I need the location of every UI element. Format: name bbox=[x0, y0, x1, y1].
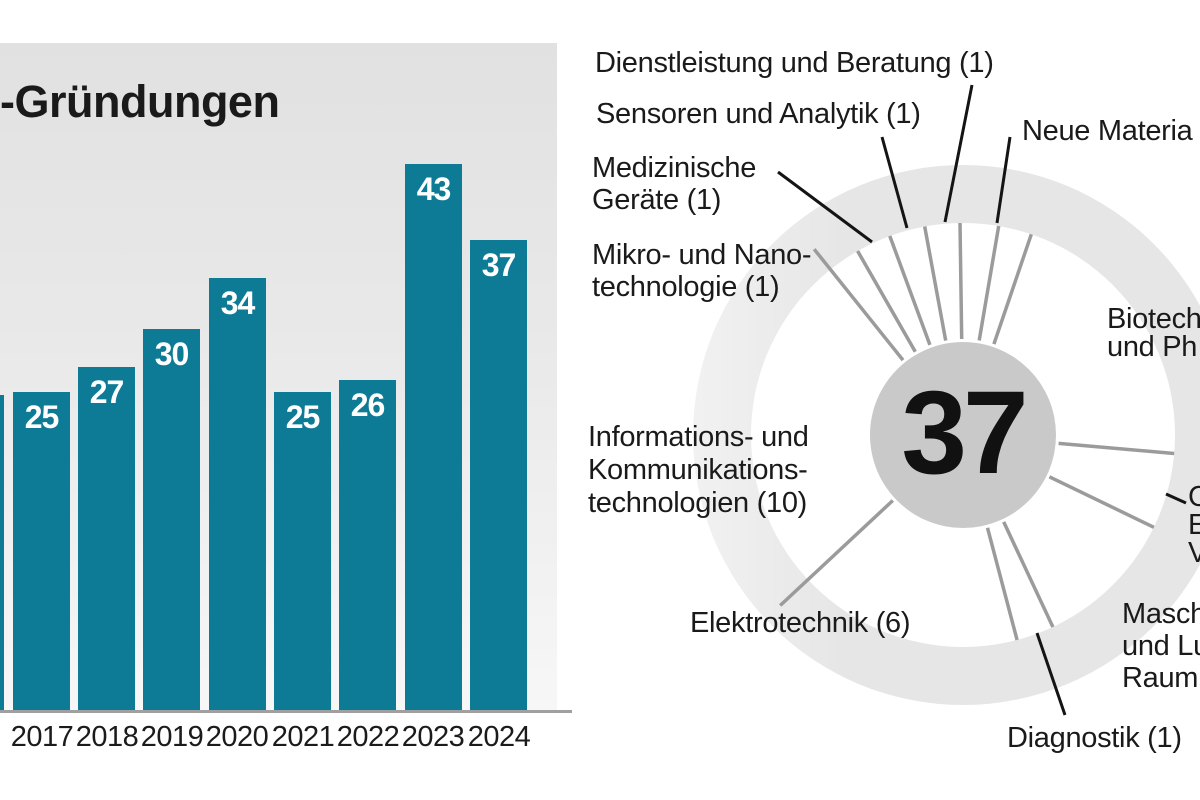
bar-value-label: 25 bbox=[285, 399, 321, 435]
x-tick-2024: 2024 bbox=[467, 721, 531, 753]
bar-2020: 34 bbox=[209, 278, 266, 710]
x-tick-2019: 2019 bbox=[140, 721, 204, 753]
bar-2022: 26 bbox=[339, 380, 396, 710]
bar-2019: 30 bbox=[143, 329, 200, 710]
chart-title: -Gründungen bbox=[0, 76, 280, 127]
leader-sensoren bbox=[880, 136, 909, 229]
x-tick-2022: 2022 bbox=[336, 721, 400, 753]
leader-medizinische bbox=[777, 170, 873, 244]
bar-value-label: 26 bbox=[350, 387, 386, 423]
bar-2018: 27 bbox=[78, 367, 135, 710]
label-dienstleistung: Dienstleistung und Beratung (1) bbox=[595, 47, 994, 79]
bar-2017: 25 bbox=[13, 392, 70, 710]
label-elektrotechnik: Elektrotechnik (6) bbox=[690, 607, 911, 639]
x-tick-2023: 2023 bbox=[401, 721, 465, 753]
bar-value-label: 43 bbox=[416, 171, 452, 207]
bar-clipped-left bbox=[0, 395, 4, 710]
bar-value-label: 30 bbox=[154, 336, 190, 372]
label-leader-lines bbox=[777, 84, 1187, 716]
label-informations-kommunikationstechnologien: Informations- und Kommunikations- techno… bbox=[588, 421, 809, 519]
bar-value-label: 25 bbox=[24, 399, 60, 435]
label-biotechnologie-clipped: Biotech und Ph bbox=[1107, 303, 1200, 363]
bar-2023: 43 bbox=[405, 164, 462, 710]
label-mikro-nanotechnologie: Mikro- und Nano- technologie (1) bbox=[592, 239, 812, 303]
bar-chart: 25 27 30 34 25 26 43 37 bbox=[0, 0, 600, 710]
label-diagnostik: Diagnostik (1) bbox=[1007, 722, 1182, 754]
donut-total: 37 bbox=[901, 367, 1028, 499]
x-tick-2017: 2017 bbox=[10, 721, 74, 753]
leader-diagnostik bbox=[1035, 632, 1067, 716]
leader-dienstleistung bbox=[943, 84, 974, 223]
bar-value-label: 37 bbox=[481, 247, 517, 283]
bar-value-label: 34 bbox=[220, 285, 256, 321]
x-tick-2018: 2018 bbox=[75, 721, 139, 753]
label-sensoren: Sensoren und Analytik (1) bbox=[596, 98, 921, 130]
sector-divider-spokes bbox=[779, 222, 1175, 641]
bar-2021: 25 bbox=[274, 392, 331, 710]
label-medizinische-geraete: Medizinische Geräte (1) bbox=[592, 152, 757, 216]
bar-2024: 37 bbox=[470, 240, 527, 710]
bar-value-label: 27 bbox=[89, 374, 125, 410]
leader-neue-materialien bbox=[995, 136, 1012, 224]
leader-clipped-right bbox=[1165, 492, 1187, 505]
donut-hub bbox=[870, 342, 1056, 528]
label-neue-materialien-clipped: Neue Materia bbox=[1022, 115, 1193, 147]
label-clipped-right-edge: C E V bbox=[1188, 481, 1200, 569]
x-axis-line bbox=[0, 710, 572, 713]
x-tick-2021: 2021 bbox=[271, 721, 335, 753]
label-maschinenbau-clipped: Masch und Lu Raum bbox=[1122, 598, 1200, 694]
x-tick-2020: 2020 bbox=[205, 721, 269, 753]
